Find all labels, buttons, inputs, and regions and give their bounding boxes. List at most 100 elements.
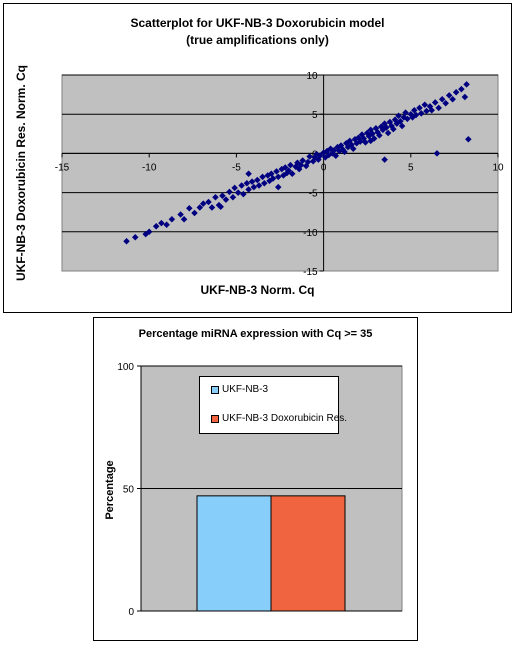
scatter-point — [304, 158, 312, 166]
scatter-point — [404, 115, 411, 123]
scatter-point — [240, 190, 247, 198]
scatter-point — [229, 194, 237, 201]
scatter-point — [217, 203, 224, 210]
scatter-point — [398, 122, 406, 130]
bar-y-axis-label: Percentage — [104, 460, 116, 519]
scatter-chart-title: Scatterplot for UKF-NB-3 Doxorubicin mod… — [130, 16, 385, 30]
bar-y-tick-label: 50 — [123, 485, 135, 496]
bar-plot: 100 50 0 Percentage — [104, 362, 403, 618]
scatter-chart-frame: Scatterplot for UKF-NB-3 Doxorubicin mod… — [3, 3, 512, 313]
legend-item-doxorubicin-res: UKF-NB-3 Doxorubicin Res. — [211, 413, 347, 424]
scatter-y-tick-label: 10 — [306, 71, 318, 82]
scatter-point — [261, 179, 268, 187]
scatter-x-tick-label: -5 — [232, 162, 241, 173]
scatter-point — [433, 150, 441, 157]
scatter-point — [269, 175, 277, 182]
scatter-point — [226, 188, 233, 196]
scatter-point — [180, 216, 188, 223]
scatter-point — [254, 176, 261, 184]
scatter-point — [145, 228, 153, 236]
scatter-x-tick-label: 5 — [408, 162, 414, 173]
scatter-y-axis-label: UKF-NB-3 Doxorubicin Res. Norm. Cq — [14, 65, 28, 281]
scatter-point — [200, 200, 207, 207]
scatter-point — [245, 186, 252, 193]
scatter-point — [158, 219, 165, 227]
bar-doxorubicin-res — [270, 495, 346, 612]
scatter-point — [259, 173, 266, 181]
scatter-y-tick-label: -15 — [303, 267, 318, 278]
scatter-point — [281, 164, 289, 171]
bar-y-tick-label: 0 — [128, 607, 134, 618]
scatter-point — [461, 93, 469, 101]
scatter-point — [219, 192, 226, 199]
scatter-y-tick-label: -5 — [309, 189, 318, 200]
scatter-point — [316, 152, 324, 160]
scatter-point — [231, 184, 238, 192]
scatter-point — [458, 85, 465, 93]
scatter-point — [285, 167, 292, 174]
legend-swatch-ukf-nb-3 — [211, 385, 219, 394]
scatter-point — [255, 182, 263, 189]
scatter-point — [131, 234, 139, 241]
scatter-point — [412, 111, 420, 119]
scatter-y-tick-label: 5 — [312, 110, 318, 121]
scatter-point — [384, 129, 392, 137]
scatter-point — [452, 88, 460, 96]
scatter-point — [238, 182, 245, 189]
scatter-point — [449, 96, 456, 103]
scatter-point — [163, 221, 170, 228]
scatter-x-tick-label: -10 — [142, 162, 157, 173]
scatter-point — [306, 153, 313, 160]
scatter-point — [428, 107, 435, 114]
scatter-y-tick-label: -10 — [303, 228, 318, 239]
scatter-point — [222, 196, 230, 203]
legend-item-ukf-nb-3: UKF-NB-3 — [211, 384, 268, 395]
scatter-point — [421, 101, 429, 109]
legend-label-doxorubicin-res: UKF-NB-3 Doxorubicin Res. — [222, 413, 348, 424]
scatter-point — [205, 198, 212, 206]
scatter-point — [349, 145, 357, 152]
scatter-point — [418, 110, 425, 117]
scatter-chart-subtitle: (true amplifications only) — [186, 33, 329, 47]
scatter-x-axis-label: UKF-NB-3 Norm. Cq — [200, 283, 315, 297]
scatter-point — [465, 136, 472, 143]
scatter-point — [248, 178, 256, 185]
scatter-x-tick-label: 0 — [321, 162, 327, 173]
scatter-point — [431, 99, 439, 106]
scatter-point — [243, 179, 251, 187]
scatter-point — [332, 152, 340, 160]
scatter-point — [376, 132, 383, 139]
scatter-point — [275, 173, 282, 181]
scatter-point — [367, 137, 374, 145]
scatter-point — [196, 204, 204, 211]
bar-ukf-nb-3 — [196, 495, 272, 612]
scatter-point — [341, 148, 348, 156]
bar-chart-title: Percentage miRNA expression with Cq >= 3… — [138, 328, 373, 340]
scatter-point — [191, 209, 198, 217]
scatter-point — [288, 170, 296, 178]
scatter-point — [287, 161, 294, 169]
scatter-point — [299, 157, 306, 164]
bar-y-tick-label: 100 — [117, 362, 134, 373]
scatter-point — [250, 183, 258, 191]
scatter-point — [442, 99, 449, 107]
scatter-point — [152, 223, 160, 230]
scatter-x-tick-label: 10 — [492, 162, 504, 173]
bar-chart-frame: Percentage miRNA expression with Cq >= 3… — [93, 317, 418, 641]
scatter-point — [463, 81, 470, 88]
scatter-x-tick-label: -15 — [55, 162, 70, 173]
legend-swatch-doxorubicin-res — [211, 414, 219, 423]
scatter-point — [362, 139, 369, 146]
scatter-point — [234, 189, 242, 196]
scatter-point — [275, 183, 282, 191]
scatter-point — [273, 168, 280, 175]
legend-label-ukf-nb-3: UKF-NB-3 — [222, 384, 269, 395]
scatter-point — [208, 204, 216, 211]
scatter-point — [168, 216, 176, 223]
scatter-point — [123, 237, 130, 245]
bar-legend: UKF-NB-3 UKF-NB-3 Doxorubicin Res. — [199, 376, 347, 434]
scatter-point — [356, 138, 364, 145]
scatter-point — [212, 194, 219, 201]
scatter-point — [435, 104, 442, 112]
